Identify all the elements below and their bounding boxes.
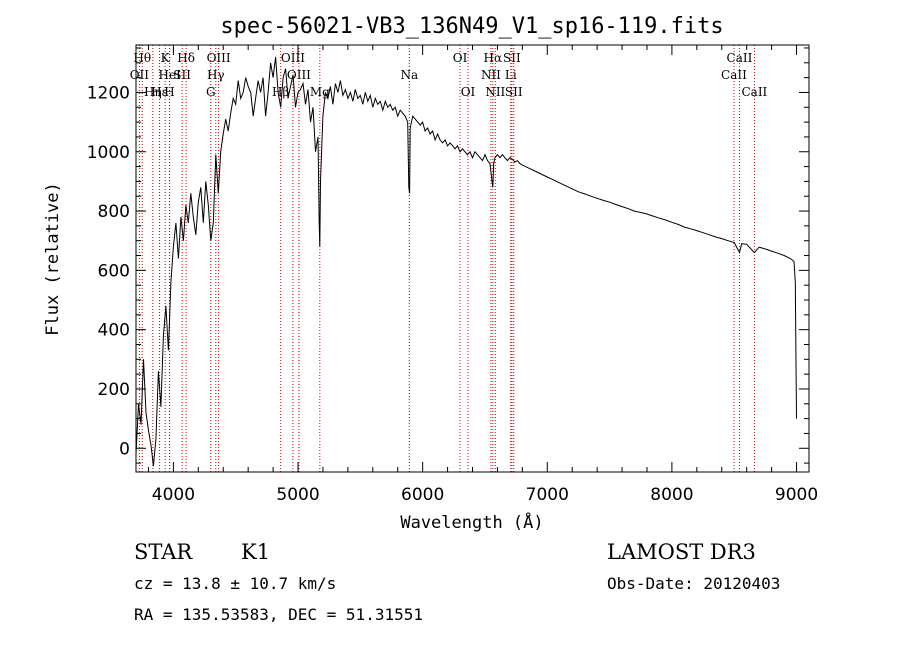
line-markers: HθOIIHηHεKHHeISIIHδGHγOIIIHβOIIIOIIIMgNa… [130,45,768,472]
y-tick-label: 0 [119,439,130,459]
x-tick-label: 5000 [276,485,319,505]
line-marker-label: OIII [281,51,305,65]
x-tick-label: 9000 [775,485,818,505]
line-marker-label: OIII [287,68,311,82]
line-marker-label: SII [503,51,521,65]
line-marker-label: Hθ [133,51,151,65]
x-tick-label: 6000 [401,485,444,505]
line-marker-label: Hα [484,51,503,65]
line-marker-label: SII [173,68,191,82]
y-tick-label: 800 [98,202,130,222]
line-marker-label: Na [400,68,418,82]
line-marker-label: CaII [727,51,753,65]
y-tick-label: 1200 [87,83,130,103]
line-marker-label: CaII [741,85,767,99]
y-tick-label: 400 [98,321,130,341]
line-marker-label: H [164,85,174,99]
line-marker-label: SII [505,85,523,99]
chart-title: spec-56021-VB3_136N49_V1_sp16-119.fits [220,14,723,39]
line-marker-label: G [206,85,216,99]
line-marker-label: Hη [144,85,162,99]
y-tick-label: 200 [98,380,130,400]
x-tick-label: 7000 [526,485,569,505]
line-marker-label: Hγ [207,68,225,82]
line-marker-label: OI [461,85,476,99]
line-marker-label: NII [485,85,505,99]
line-marker-label: CaII [721,68,747,82]
redshift-cz: cz = 13.8 ± 10.7 km/s [134,574,336,593]
coordinates: RA = 135.53583, DEC = 51.31551 [134,605,423,624]
x-axis-label: Wavelength (Å) [400,511,543,533]
line-marker-label: K [161,51,171,65]
y-axis-label: Flux (relative) [43,182,63,336]
obs-date: Obs-Date: 20120403 [607,574,780,593]
line-marker-label: OIII [207,51,231,65]
line-marker-label: NII [481,68,501,82]
object-subclass: K1 [241,540,270,564]
line-marker-label: OI [453,51,468,65]
line-marker-label: Hβ [272,85,289,99]
survey-name: LAMOST DR3 [607,540,756,564]
object-class: STAR [134,540,193,564]
plot-frame [135,44,810,473]
line-marker-label: Hδ [177,51,195,65]
line-marker-label: OII [130,68,150,82]
x-tick-label: 8000 [650,485,693,505]
y-tick-label: 600 [98,261,130,281]
line-marker-label: Li [505,68,517,82]
x-tick-label: 4000 [152,485,195,505]
line-marker-label: HeI [158,68,181,82]
axis-ticks: 4000 5000 6000 7000 8000 9000 0 200 400 600 800 100… [87,45,818,505]
spectrum-line [135,56,797,467]
line-marker-label: Hε [151,85,168,99]
y-tick-label: 1000 [87,143,130,163]
